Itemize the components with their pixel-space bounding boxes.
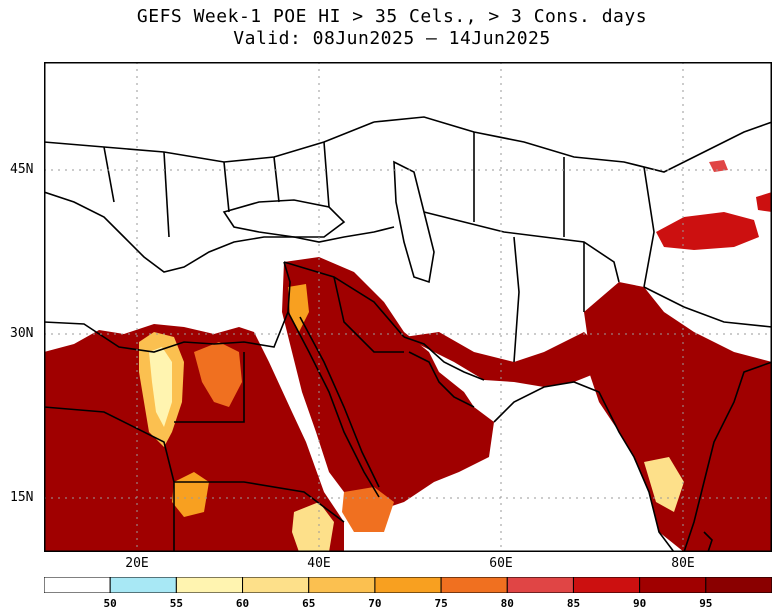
colorbar-swatch: [175, 577, 244, 593]
heat-gradient-chad: [172, 472, 209, 517]
heat-region-tarim-edge: [709, 160, 728, 172]
colorbar-swatch: [440, 577, 508, 593]
heat-gradient-libya-light: [149, 347, 172, 427]
valid-date-range: Valid: 08Jun2025 – 14Jun2025: [233, 28, 551, 49]
lat-label-30n: 30N: [10, 326, 34, 341]
heat-region-africa-west: [44, 352, 119, 412]
map-title: GEFS Week-1 POE HI > 35 Cels., > 3 Cons.…: [136, 6, 648, 27]
heat-region-africa: [44, 324, 344, 552]
lat-label-15n: 15N: [10, 490, 34, 505]
heat-gradient-egypt: [194, 342, 242, 407]
heat-region-tarim: [656, 212, 759, 250]
colorbar-label: 95: [699, 597, 713, 610]
lon-label-80e: 80E: [671, 556, 695, 571]
colorbar-label: 90: [633, 597, 647, 610]
colorbar: [44, 577, 772, 593]
colorbar-label: 80: [500, 597, 514, 610]
heat-gradient-levant: [288, 284, 309, 332]
heat-gradient-sudan: [292, 502, 334, 552]
colorbar-swatch: [705, 577, 772, 593]
map-border: [44, 62, 772, 552]
country-borders: [44, 116, 772, 552]
colorbar-swatch: [639, 577, 707, 593]
colorbar-label: 85: [566, 597, 581, 610]
colorbar-swatch: [374, 577, 442, 593]
graticule: [44, 62, 772, 552]
heat-region-arabia: [282, 257, 494, 512]
lon-label-20e: 20E: [125, 556, 149, 571]
colorbar-label: 75: [434, 597, 448, 610]
colorbar-swatch: [308, 577, 376, 593]
lon-label-60e: 60E: [489, 556, 513, 571]
lon-label-40e: 40E: [307, 556, 331, 571]
colorbar-label: 55: [169, 597, 183, 610]
lat-label-45n: 45N: [10, 162, 34, 177]
colorbar-swatch: [44, 577, 111, 593]
heat-probability-fill: [44, 160, 772, 552]
heat-region-iran-south: [404, 332, 604, 387]
colorbar-label: 60: [235, 597, 250, 610]
heat-region-gobi-edge: [756, 192, 772, 212]
colorbar-label: 50: [103, 597, 117, 610]
colorbar-swatch: [109, 577, 177, 593]
heat-region-india: [584, 282, 772, 552]
colorbar-swatch: [506, 577, 574, 593]
colorbar-swatch: [572, 577, 641, 593]
colorbar-swatch: [242, 577, 310, 593]
colorbar-label: 65: [302, 597, 316, 610]
map-area: [44, 62, 772, 552]
colorbar-label: 70: [368, 597, 382, 610]
